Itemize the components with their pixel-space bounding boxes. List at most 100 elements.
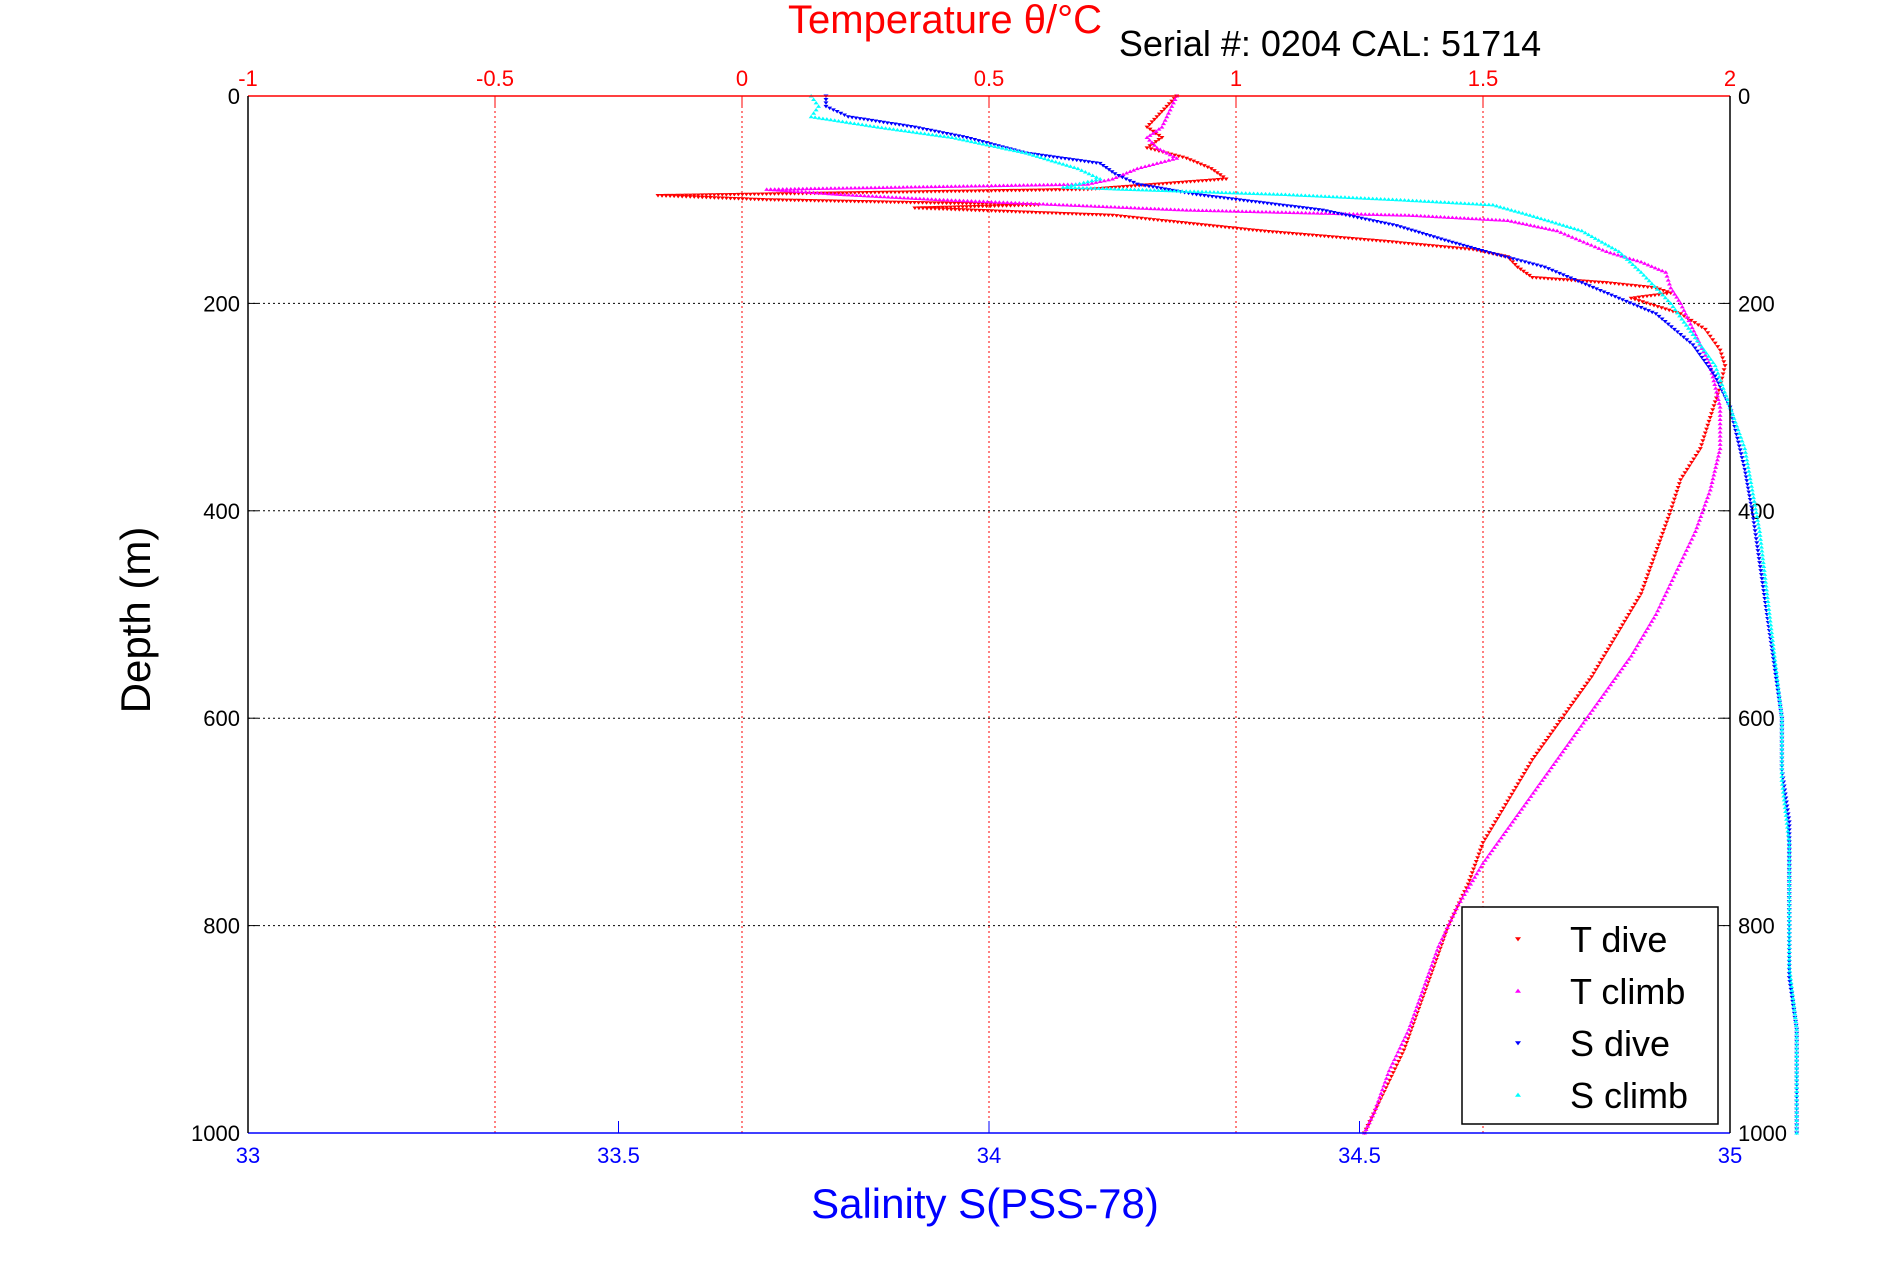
data-point xyxy=(1323,209,1329,213)
data-point xyxy=(1786,871,1792,876)
data-point xyxy=(1766,611,1772,615)
data-point xyxy=(816,104,822,108)
data-point xyxy=(1353,237,1359,241)
data-point xyxy=(900,123,906,128)
data-point xyxy=(1585,241,1590,246)
data-point xyxy=(1161,149,1167,153)
data-point xyxy=(1612,676,1618,680)
data-point xyxy=(1004,188,1010,193)
data-point xyxy=(1422,982,1428,986)
data-point xyxy=(1015,149,1021,153)
data-point xyxy=(1068,203,1074,207)
data-point xyxy=(1617,669,1623,674)
data-point xyxy=(1327,211,1333,215)
data-point xyxy=(844,199,850,204)
data-point xyxy=(1758,541,1764,545)
data-point xyxy=(1049,158,1055,163)
data-point xyxy=(1788,976,1794,981)
data-point xyxy=(808,114,814,119)
data-point xyxy=(1701,435,1707,439)
data-point xyxy=(1089,213,1095,217)
data-point xyxy=(1108,204,1114,209)
data-point xyxy=(1434,199,1440,204)
data-point xyxy=(1410,213,1416,217)
data-point xyxy=(1671,327,1677,332)
data-point xyxy=(1667,582,1673,586)
data-point xyxy=(961,198,967,203)
data-point xyxy=(1147,144,1153,148)
data-point xyxy=(1786,937,1792,942)
data-point xyxy=(1685,544,1691,549)
data-point xyxy=(1299,210,1305,215)
data-point xyxy=(1180,155,1186,160)
data-point xyxy=(1763,583,1769,588)
data-point xyxy=(920,127,926,131)
data-point xyxy=(1049,182,1055,187)
data-point xyxy=(944,205,950,210)
data-point xyxy=(888,185,894,189)
data-point xyxy=(898,128,904,132)
data-point xyxy=(1715,454,1721,458)
data-point xyxy=(1608,682,1614,687)
data-point xyxy=(1638,259,1644,264)
data-point xyxy=(1779,762,1785,767)
data-point xyxy=(1594,287,1600,291)
data-point xyxy=(1338,195,1344,199)
data-point xyxy=(1245,199,1251,203)
data-point xyxy=(1370,196,1376,201)
data-point xyxy=(1754,514,1760,518)
data-point xyxy=(1505,207,1511,211)
data-point xyxy=(1753,533,1759,537)
data-point xyxy=(1602,242,1608,246)
data-point xyxy=(1735,440,1741,445)
data-point xyxy=(1645,626,1651,630)
data-point xyxy=(1282,192,1288,197)
data-point xyxy=(1640,300,1646,304)
data-point xyxy=(1569,235,1575,239)
data-point xyxy=(1703,351,1709,355)
data-point xyxy=(1752,529,1758,533)
data-point xyxy=(1664,290,1670,294)
data-point xyxy=(1197,193,1203,198)
data-point xyxy=(1130,180,1136,185)
data-point xyxy=(1794,1114,1800,1118)
data-point xyxy=(976,141,982,145)
data-point xyxy=(1657,287,1663,292)
data-point xyxy=(1791,1007,1797,1012)
data-point xyxy=(1608,281,1614,286)
data-point xyxy=(1215,208,1221,213)
data-point xyxy=(1671,574,1677,579)
data-point xyxy=(1707,488,1713,492)
data-point xyxy=(1688,329,1694,333)
data-point xyxy=(1038,155,1044,159)
data-point xyxy=(1794,1131,1800,1135)
data-point xyxy=(868,190,874,195)
data-point xyxy=(1707,415,1713,420)
data-point xyxy=(659,194,665,198)
data-point xyxy=(655,194,661,198)
data-point xyxy=(1262,229,1268,234)
data-point xyxy=(1147,133,1153,137)
data-point xyxy=(1494,842,1500,846)
data-point xyxy=(1640,295,1646,299)
data-point xyxy=(1164,151,1170,155)
data-point xyxy=(1112,186,1118,191)
data-point xyxy=(1785,832,1791,837)
data-point xyxy=(944,207,950,212)
data-point xyxy=(1452,910,1458,914)
data-point xyxy=(1163,188,1169,193)
data-point xyxy=(1176,181,1182,185)
data-point xyxy=(1311,211,1317,215)
data-point xyxy=(868,200,874,204)
data-point xyxy=(1044,202,1050,206)
data-point xyxy=(1586,232,1592,237)
data-point xyxy=(1211,190,1217,194)
data-point xyxy=(863,123,869,127)
data-point xyxy=(1217,195,1223,200)
data-point xyxy=(691,193,697,198)
data-point xyxy=(1114,214,1120,218)
data-point xyxy=(1251,191,1257,195)
data-point xyxy=(1370,219,1376,223)
data-point xyxy=(893,195,899,199)
data-point xyxy=(1402,198,1408,202)
